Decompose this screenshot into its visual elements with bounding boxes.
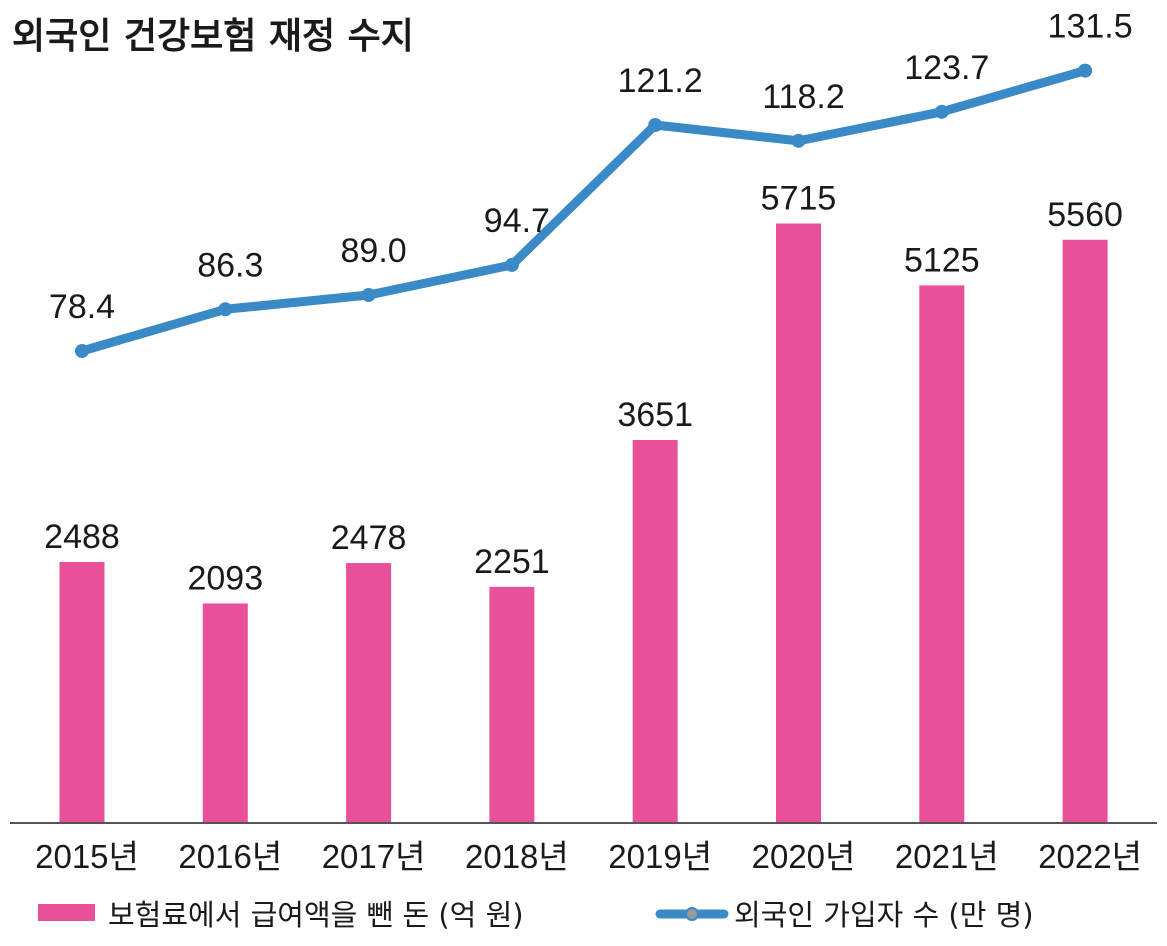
bar-series: 2488 2093 2478 2251 3651 5715 5125 5560	[44, 179, 1123, 824]
x-tick-label: 2015년	[35, 838, 139, 875]
line-point-2015년	[75, 344, 89, 358]
line-value-label: 123.7	[904, 49, 989, 87]
line-point-2016년	[218, 302, 233, 317]
bar-2021년	[919, 285, 965, 823]
line-point-2021년	[934, 104, 949, 119]
line-point-2017년	[361, 288, 376, 303]
bar-2016년	[202, 603, 248, 823]
x-tick-label: 2019년	[608, 838, 712, 875]
line-point-2018년	[504, 257, 519, 272]
bar-value-label: 5715	[761, 179, 837, 217]
x-tick-label: 2020년	[752, 838, 856, 875]
line-point-2019년	[648, 118, 663, 133]
chart-title: 외국인 건강보험 재정 수지	[12, 16, 414, 57]
x-tick-label: 2017년	[322, 838, 426, 875]
bar-2020년	[776, 223, 821, 823]
bar-value-label: 5560	[1047, 196, 1123, 234]
bar-2018년	[489, 586, 535, 823]
legend-bar-swatch	[38, 904, 95, 921]
bar-value-label: 2478	[331, 519, 407, 557]
bar-2019년	[632, 440, 678, 823]
bar-value-label: 2093	[187, 559, 263, 597]
x-tick-label: 2021년	[895, 838, 999, 875]
bar-2015년	[59, 562, 105, 823]
bar-value-label: 5125	[904, 241, 980, 279]
x-tick-label: 2016년	[178, 838, 282, 875]
legend-line-marker	[685, 907, 699, 921]
line-value-label: 89.0	[341, 232, 407, 270]
line-value-label: 78.4	[49, 288, 115, 326]
line-value-label: 131.5	[1048, 8, 1133, 46]
bar-2017년	[346, 563, 392, 823]
bar-value-label: 3651	[617, 396, 693, 434]
x-tick-label: 2018년	[465, 838, 569, 875]
bar-2022년	[1062, 239, 1108, 824]
bar-value-label: 2488	[44, 518, 120, 556]
legend-line-label: 외국인 가입자 수 (만 명)	[734, 898, 1034, 932]
line-value-label: 118.2	[762, 78, 845, 116]
x-tick-label: 2022년	[1038, 838, 1142, 875]
legend: 보험료에서 급여액을 뺀 돈 (억 원) 외국인 가입자 수 (만 명)	[38, 898, 1034, 932]
bar-value-label: 2251	[474, 543, 550, 581]
line-point-2022년	[1078, 63, 1093, 78]
legend-bar-label: 보험료에서 급여액을 뺀 돈 (억 원)	[108, 898, 524, 932]
line-value-label: 121.2	[618, 62, 703, 100]
line-series: 78.4 86.3 89.0 94.7 121.2 118.2 123.7 131.5	[49, 8, 1133, 358]
line-path	[77, 66, 1090, 356]
line-value-label: 86.3	[197, 246, 263, 284]
x-axis-ticks: 2015년 2016년 2017년 2018년 2019년 2020년 2021년 2022년	[35, 838, 1142, 875]
line-point-2020년	[791, 133, 806, 148]
line-value-label: 94.7	[484, 202, 550, 240]
